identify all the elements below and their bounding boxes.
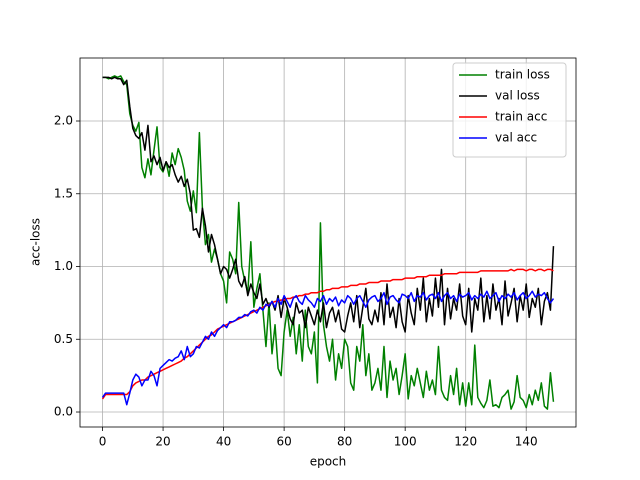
legend-box xyxy=(452,62,567,158)
legend-label: train loss xyxy=(495,68,550,82)
legend: train loss val loss train acc val acc xyxy=(452,62,567,158)
legend-label: train acc xyxy=(495,110,547,124)
y-tick-label: 1.0 xyxy=(54,259,73,273)
y-tick-label: 2.0 xyxy=(54,114,73,128)
legend-label: val acc xyxy=(495,131,537,145)
legend-label: val loss xyxy=(495,89,540,103)
line xyxy=(101,268,554,400)
y-tick-label: 0.5 xyxy=(54,332,73,346)
x-tick-label: 40 xyxy=(216,435,231,449)
line xyxy=(102,75,555,410)
y-tick-label: 1.5 xyxy=(54,186,73,200)
y-tick-label: 0.0 xyxy=(54,405,73,419)
x-tick-label: 140 xyxy=(515,435,538,449)
x-axis-label: epoch xyxy=(310,455,347,469)
y-axis-label: acc-loss xyxy=(29,218,43,266)
x-tick-label: 100 xyxy=(394,435,417,449)
x-tick-label: 60 xyxy=(276,435,291,449)
x-tick-label: 0 xyxy=(99,435,107,449)
x-tick-label: 20 xyxy=(155,435,170,449)
x-tick-label: 80 xyxy=(337,435,352,449)
plot-frame xyxy=(79,57,577,428)
line xyxy=(102,76,555,333)
x-tick-label: 120 xyxy=(454,435,477,449)
line xyxy=(101,290,555,406)
